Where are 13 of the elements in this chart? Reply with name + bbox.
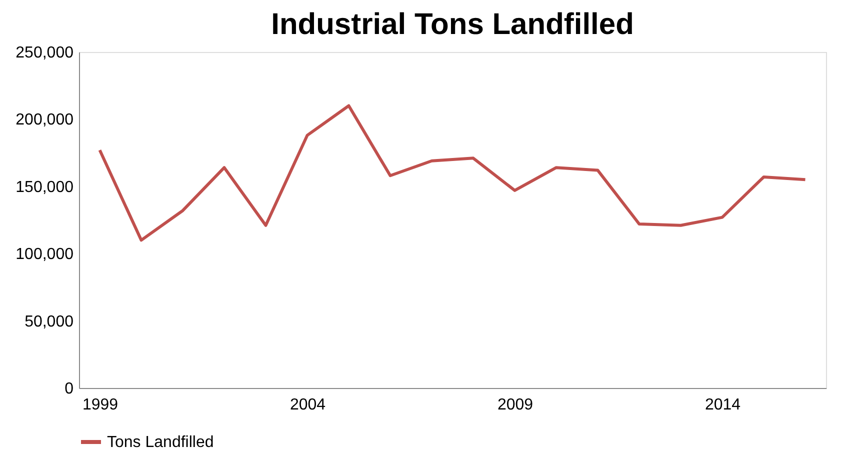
x-tick-label: 2004 [290,396,326,414]
y-tick-label: 0 [64,380,74,398]
x-tick-label: 2014 [704,396,741,414]
y-tick-label: 200,000 [16,112,74,129]
chart-title: Industrial Tons Landfilled [271,8,634,41]
x-tick-label: 1999 [82,396,118,414]
x-tick-label: 2009 [497,396,534,414]
legend-label: Tons Landfilled [107,434,214,451]
line-series [98,104,807,242]
y-tick-label: 250,000 [16,44,74,62]
y-tick-label: 50,000 [24,313,74,330]
y-tick-label: 100,000 [16,246,74,264]
y-tick-label: 150,000 [16,178,74,196]
